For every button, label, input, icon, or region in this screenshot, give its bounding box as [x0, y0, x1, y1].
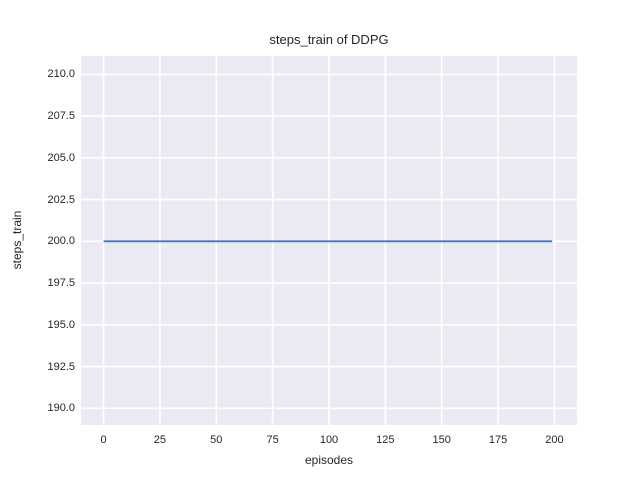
x-tick-label: 150 [432, 434, 451, 446]
x-tick-labels: 0 25 50 75 100 125 150 175 200 [81, 434, 577, 450]
y-tick-label: 200.0 [47, 235, 75, 248]
y-tick-label: 202.5 [47, 193, 75, 206]
x-tick-label: 25 [153, 434, 167, 446]
x-tick-label: 100 [319, 434, 339, 446]
y-tick-label: 210.0 [47, 68, 75, 81]
x-axis-label: episodes [304, 453, 354, 467]
x-tick-label: 50 [210, 434, 223, 446]
y-tick-label: 195.0 [47, 318, 75, 331]
y-tick-label: 190.0 [47, 402, 75, 415]
x-tick-label: 0 [100, 434, 107, 446]
y-tick-label: 207.5 [47, 110, 75, 123]
chart-title: steps_train of DDPG [269, 32, 389, 47]
plot-area [81, 56, 577, 425]
y-tick-labels: 190.0 192.5 195.0 197.5 200.0 202.5 205.0 207.5… [0, 56, 75, 425]
y-tick-label: 205.0 [47, 151, 75, 164]
y-tick-label: 192.5 [47, 360, 75, 373]
plot-canvas [81, 56, 577, 425]
x-tick-label: 75 [266, 434, 279, 446]
x-tick-label: 125 [376, 434, 395, 446]
x-tick-label: 200 [545, 434, 564, 446]
y-tick-label: 197.5 [47, 277, 75, 290]
x-tick-label: 175 [488, 434, 508, 446]
